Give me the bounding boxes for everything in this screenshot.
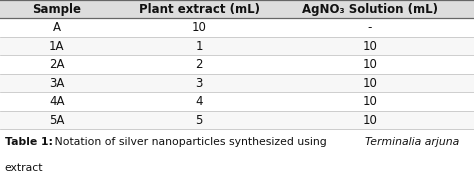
Text: -: - bbox=[367, 21, 372, 34]
Text: 10: 10 bbox=[362, 95, 377, 108]
Text: 5A: 5A bbox=[49, 114, 64, 127]
Text: 4A: 4A bbox=[49, 95, 64, 108]
Text: extract: extract bbox=[5, 163, 43, 173]
Text: 10: 10 bbox=[362, 40, 377, 53]
Text: Notation of silver nanoparticles synthesized using: Notation of silver nanoparticles synthes… bbox=[51, 137, 330, 147]
Text: Plant extract (mL): Plant extract (mL) bbox=[138, 3, 260, 16]
Text: 2A: 2A bbox=[49, 58, 64, 71]
Text: Terminalia arjuna: Terminalia arjuna bbox=[365, 137, 459, 147]
Text: 1: 1 bbox=[195, 40, 203, 53]
Text: A: A bbox=[53, 21, 61, 34]
Text: 1A: 1A bbox=[49, 40, 64, 53]
Text: 3: 3 bbox=[195, 77, 203, 90]
Text: 3A: 3A bbox=[49, 77, 64, 90]
Text: 10: 10 bbox=[191, 21, 207, 34]
Text: Sample: Sample bbox=[32, 3, 82, 16]
Text: 5: 5 bbox=[195, 114, 203, 127]
Text: 4: 4 bbox=[195, 95, 203, 108]
Bar bbox=[0, 111, 474, 130]
Bar bbox=[0, 55, 474, 74]
Text: 10: 10 bbox=[362, 77, 377, 90]
Text: Table 1:: Table 1: bbox=[5, 137, 53, 147]
Bar bbox=[0, 74, 474, 93]
Bar bbox=[0, 19, 474, 37]
Bar bbox=[0, 37, 474, 55]
Text: 2: 2 bbox=[195, 58, 203, 71]
Text: 10: 10 bbox=[362, 114, 377, 127]
Bar bbox=[0, 0, 474, 19]
Bar bbox=[0, 93, 474, 111]
Text: 10: 10 bbox=[362, 58, 377, 71]
Text: AgNO₃ Solution (mL): AgNO₃ Solution (mL) bbox=[302, 3, 438, 16]
